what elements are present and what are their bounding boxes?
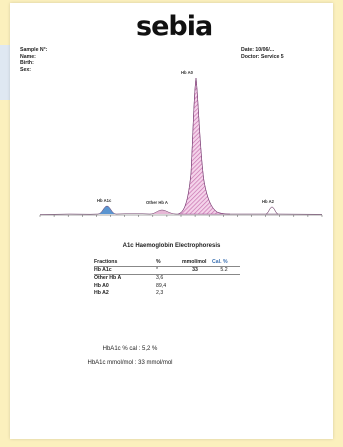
hb-a1c-peak [98, 206, 116, 214]
table-row: Hb A2 2,3 [94, 290, 240, 297]
hb-a0-peak [177, 77, 231, 215]
report-date: Date: 10/06/... [241, 47, 275, 53]
fraction-percent: 2,3 [156, 290, 164, 297]
table-row: Hb A0 89,4 [94, 283, 240, 290]
fraction-mmol [182, 275, 212, 283]
other-hb-a-label: Other Hb A [146, 200, 168, 205]
results-table: Fractions % mmol/mol Cal. % Hb A1c * 33 … [94, 259, 240, 298]
birth-label: Birth: [20, 60, 34, 66]
col-fractions: Fractions [94, 259, 156, 267]
sex-label: Sex: [20, 66, 31, 73]
doctor-name: Doctor: Service 5 [241, 53, 284, 60]
fraction-cal [212, 283, 240, 290]
summary-cal: HbA1c % cal : 5,2 % [102, 346, 158, 352]
fraction-percent: * [156, 266, 182, 276]
col-mmol: mmol/mol [182, 259, 212, 267]
fraction-percent: 89,4 [156, 282, 167, 289]
fraction-mmol [182, 283, 212, 290]
sample-label: Sample N°: [20, 47, 48, 53]
fraction-name: Hb A0 [94, 282, 109, 289]
fraction-name: Other Hb A [94, 275, 122, 282]
fraction-mmol [182, 290, 212, 297]
sebia-logo: sebia [136, 11, 213, 42]
summary-mmol: HbA1c mmol/mol : 33 mmol/mol [87, 360, 173, 366]
fraction-mmol: 33 [182, 266, 212, 276]
fraction-name: Hb A1c [94, 266, 156, 276]
col-cal: Cal. % [212, 259, 240, 267]
axis-ticks [39, 215, 323, 217]
electropherogram [39, 77, 323, 217]
fraction-cal [212, 290, 240, 297]
col-percent: % [156, 259, 182, 267]
other-hb-a-peak [150, 210, 176, 214]
hb-a1c-label: Hb A1c [97, 198, 112, 203]
results-title: A1c Haemoglobin Electrophoresis [122, 243, 221, 249]
fraction-cal: 5.2 [212, 266, 240, 276]
hb-a2-peak [265, 206, 279, 215]
patient-info: Sample N°: Name: Birth: Sex: [20, 47, 47, 73]
trace-line [39, 77, 323, 215]
name-label: Name: [20, 53, 36, 60]
results-header-row: Fractions % mmol/mol Cal. % [94, 259, 240, 267]
table-row: Hb A1c * 33 5.2 [94, 266, 240, 276]
hb-a0-label: Hb A0 [181, 70, 193, 75]
header-right: Date: 10/06/... Doctor: Service 5 [241, 47, 284, 60]
fraction-name: Hb A2 [94, 290, 109, 297]
fraction-cal [212, 275, 240, 283]
fraction-percent: 3,6 [156, 275, 164, 282]
report-sheet: sebia Sample N°: Name: Birth: Sex: Date:… [10, 3, 333, 439]
hb-a2-label: Hb A2 [262, 199, 274, 204]
table-row: Other Hb A 3,6 [94, 275, 240, 283]
